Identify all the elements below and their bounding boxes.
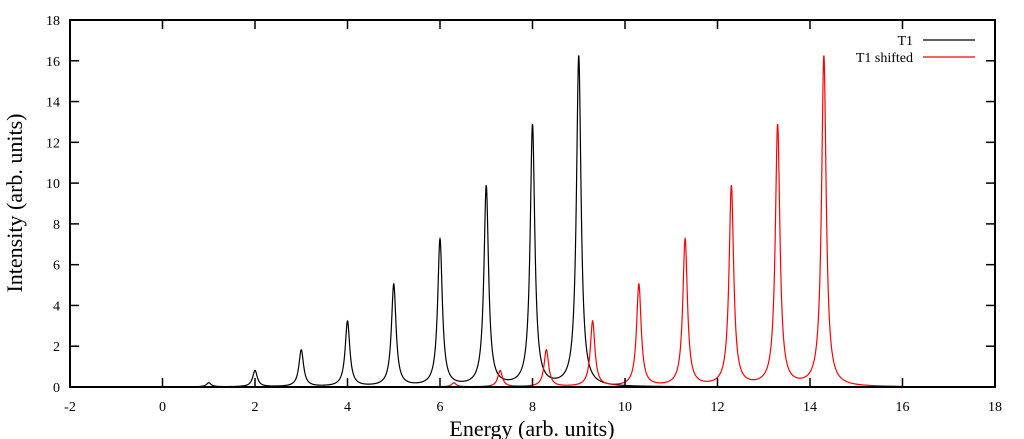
y-tick-label: 14 [46,96,60,111]
x-tick-label: -2 [64,400,76,415]
x-tick-label: 4 [344,400,351,415]
y-tick-label: 4 [53,299,60,314]
x-tick-label: 10 [618,400,632,415]
y-tick-label: 0 [53,381,60,396]
x-tick-label: 8 [529,400,536,415]
series-line-t1-shifted [162,55,903,388]
legend: T1 T1 shifted [856,34,975,66]
legend-label-t1: T1 [897,34,913,49]
x-tick-label: 0 [159,400,166,415]
x-tick-label: 14 [803,400,817,415]
x-tick-label: 16 [896,400,910,415]
y-tick-label: 10 [46,177,60,192]
y-tick-label: 8 [53,218,60,233]
x-tick-label: 18 [988,400,1002,415]
y-tick-label: 16 [46,55,60,70]
series-line-t1 [162,55,903,388]
y-tick-label: 12 [46,136,60,151]
x-tick-label: 2 [252,400,259,415]
y-tick-label: 2 [53,340,60,355]
x-axis-title: Energy (arb. units) [449,416,614,439]
x-tick-label: 12 [711,400,725,415]
legend-label-t1-shifted: T1 shifted [856,51,913,66]
y-tick-label: 6 [53,259,60,274]
x-tick-label: 6 [437,400,444,415]
y-tick-label: 18 [46,14,60,29]
y-axis-title: Intensity (arb. units) [2,113,27,292]
plot-frame [69,19,996,388]
